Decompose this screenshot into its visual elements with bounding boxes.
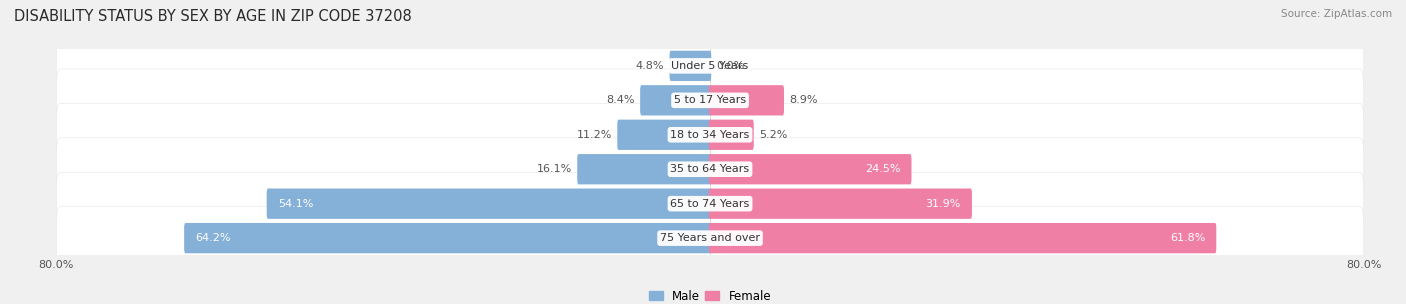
Legend: Male, Female: Male, Female (644, 285, 776, 304)
Text: 75 Years and over: 75 Years and over (659, 233, 761, 243)
FancyBboxPatch shape (267, 188, 711, 219)
FancyBboxPatch shape (56, 207, 1364, 269)
FancyBboxPatch shape (578, 154, 711, 185)
FancyBboxPatch shape (709, 154, 911, 185)
FancyBboxPatch shape (669, 51, 711, 81)
Text: 0.0%: 0.0% (717, 61, 745, 71)
Text: 31.9%: 31.9% (925, 199, 960, 209)
FancyBboxPatch shape (617, 119, 711, 150)
Text: 11.2%: 11.2% (576, 130, 612, 140)
Text: 8.4%: 8.4% (606, 95, 636, 105)
FancyBboxPatch shape (56, 103, 1364, 166)
Text: 5 to 17 Years: 5 to 17 Years (673, 95, 747, 105)
Text: 54.1%: 54.1% (278, 199, 314, 209)
Text: Source: ZipAtlas.com: Source: ZipAtlas.com (1281, 9, 1392, 19)
Text: 8.9%: 8.9% (789, 95, 818, 105)
Text: 64.2%: 64.2% (195, 233, 231, 243)
Text: 61.8%: 61.8% (1170, 233, 1205, 243)
Text: 16.1%: 16.1% (537, 164, 572, 174)
Text: Under 5 Years: Under 5 Years (672, 61, 748, 71)
Text: 35 to 64 Years: 35 to 64 Years (671, 164, 749, 174)
Text: 4.8%: 4.8% (636, 61, 664, 71)
FancyBboxPatch shape (709, 119, 754, 150)
FancyBboxPatch shape (709, 85, 785, 116)
Text: 18 to 34 Years: 18 to 34 Years (671, 130, 749, 140)
Text: DISABILITY STATUS BY SEX BY AGE IN ZIP CODE 37208: DISABILITY STATUS BY SEX BY AGE IN ZIP C… (14, 9, 412, 24)
FancyBboxPatch shape (709, 188, 972, 219)
FancyBboxPatch shape (56, 172, 1364, 235)
FancyBboxPatch shape (184, 223, 711, 253)
Text: 5.2%: 5.2% (759, 130, 787, 140)
Text: 24.5%: 24.5% (865, 164, 900, 174)
FancyBboxPatch shape (56, 138, 1364, 201)
FancyBboxPatch shape (56, 69, 1364, 132)
Text: 65 to 74 Years: 65 to 74 Years (671, 199, 749, 209)
FancyBboxPatch shape (709, 223, 1216, 253)
FancyBboxPatch shape (56, 35, 1364, 97)
FancyBboxPatch shape (640, 85, 711, 116)
